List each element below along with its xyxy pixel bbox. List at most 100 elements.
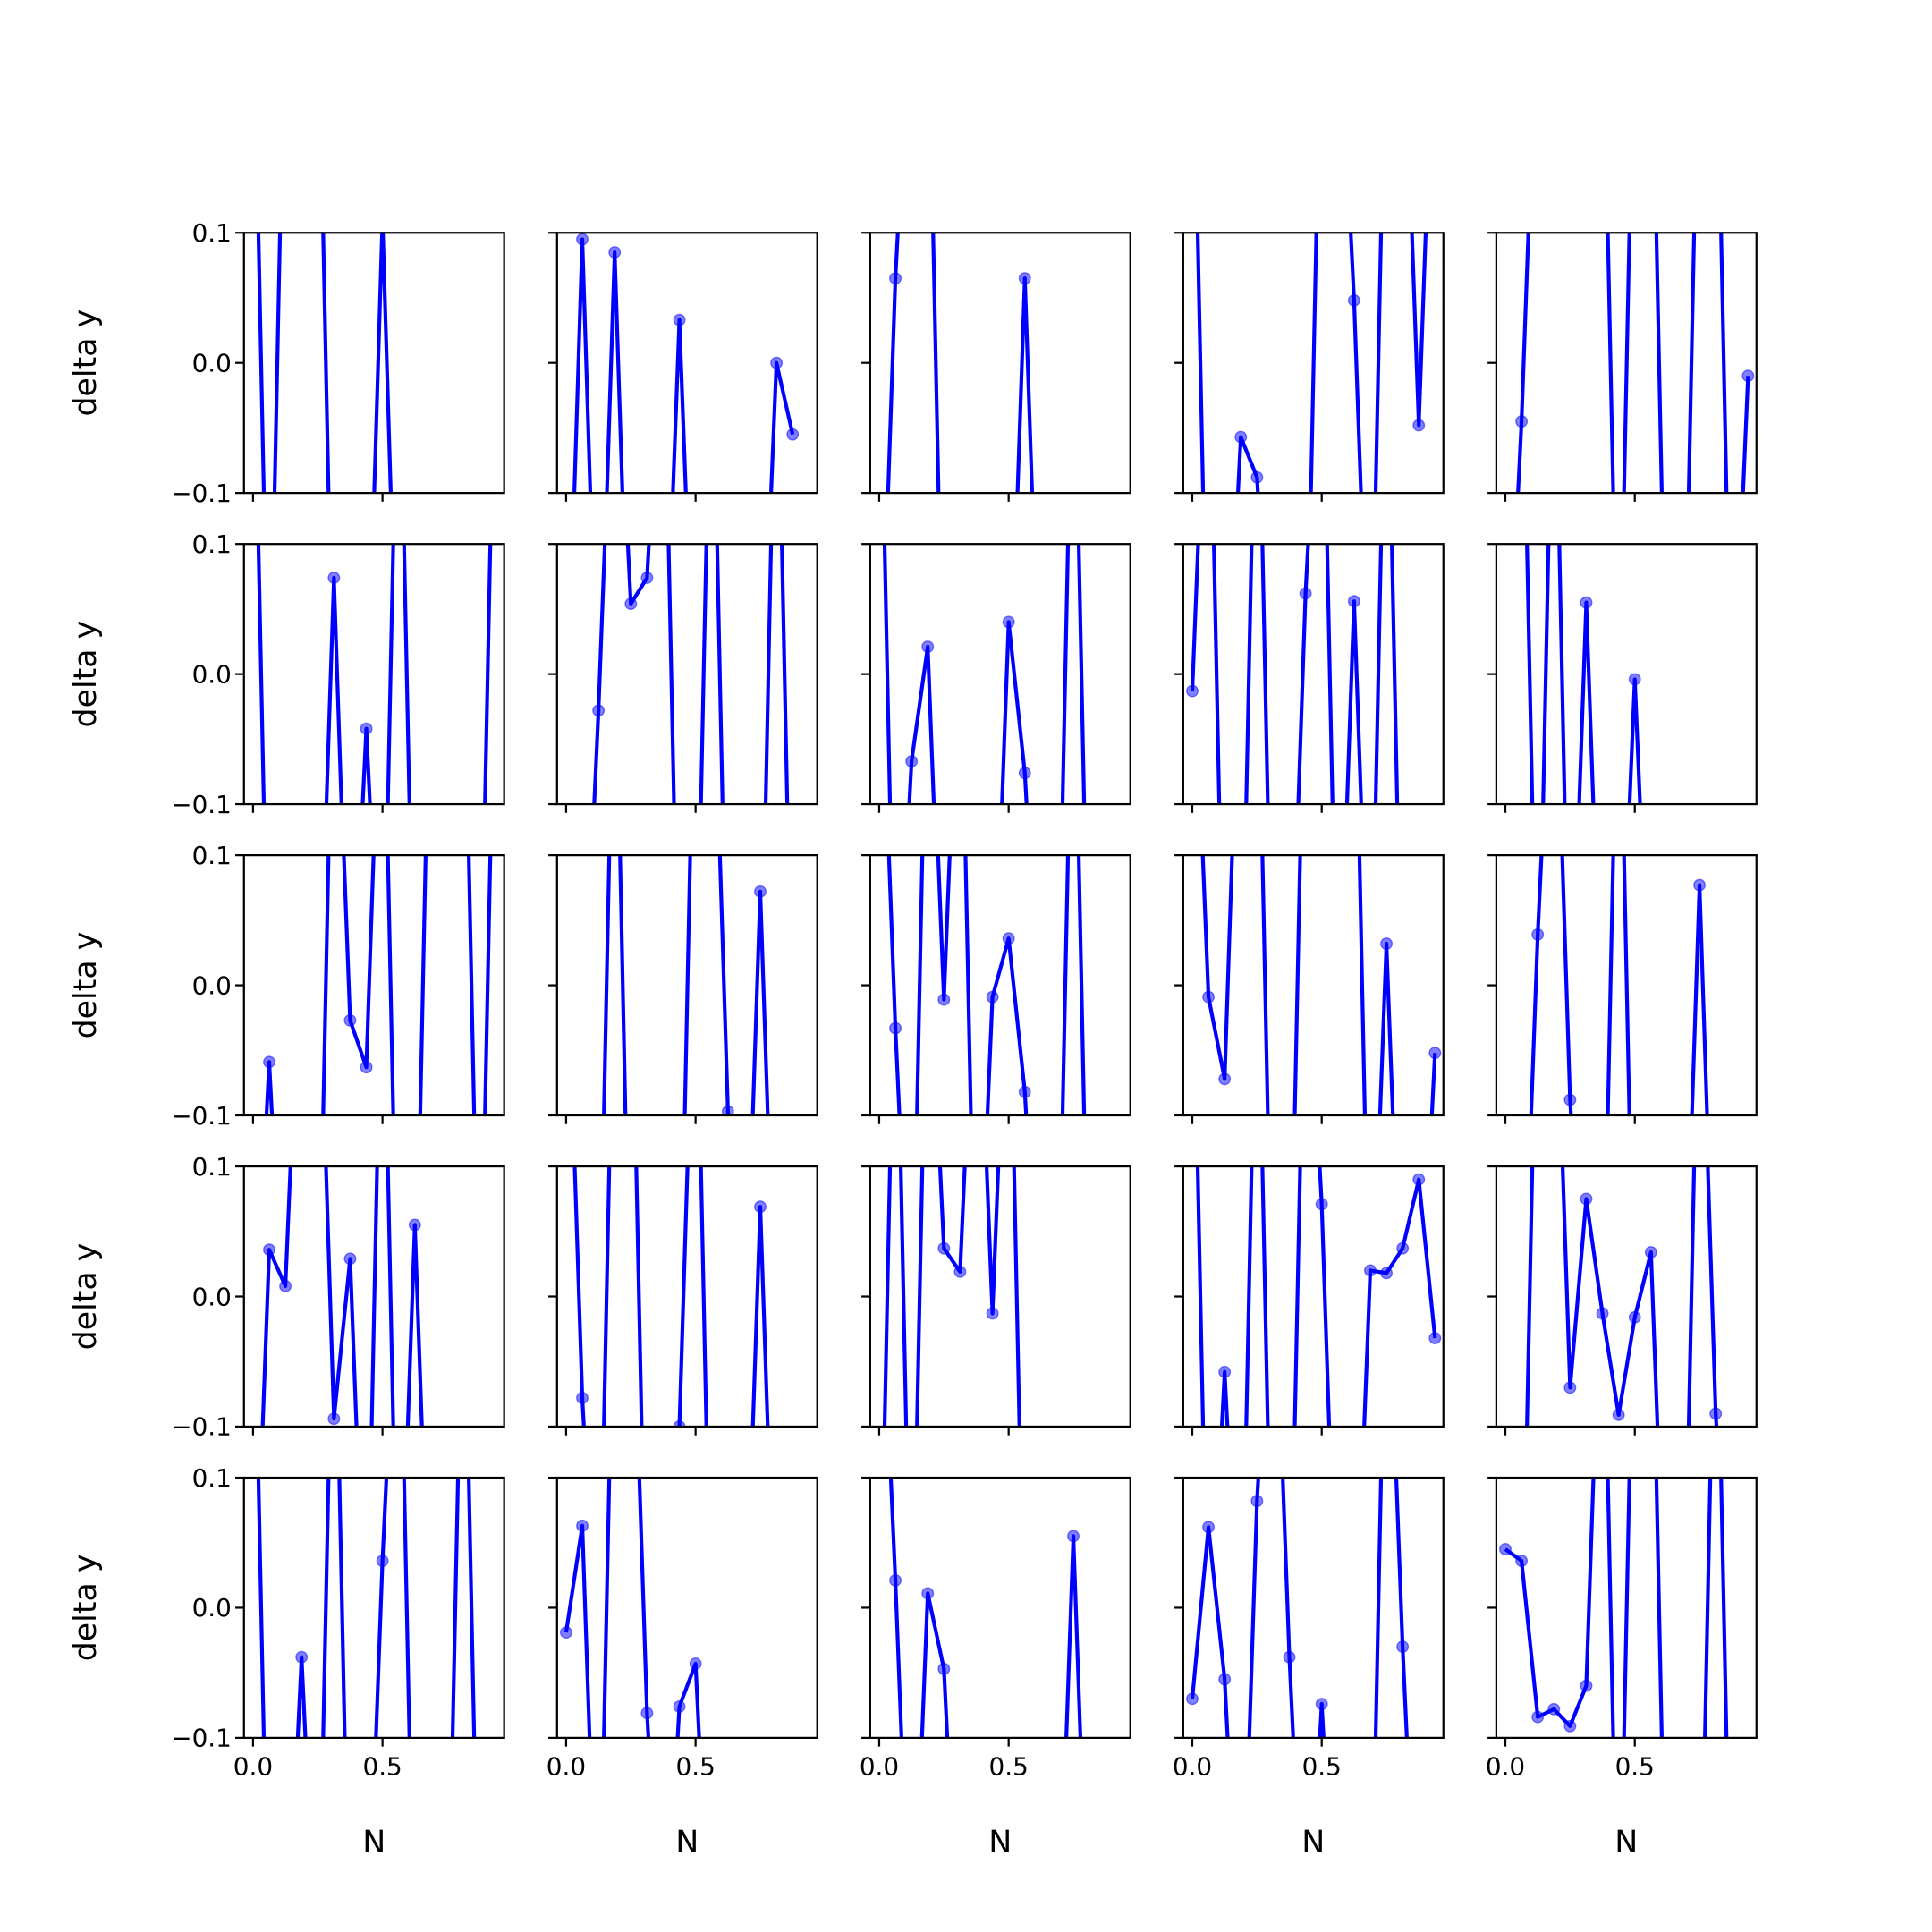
- data-point: [673, 313, 686, 326]
- subplot: [1174, 543, 1445, 813]
- data-point: [576, 1391, 589, 1404]
- data-point: [1515, 415, 1529, 428]
- data-point: [1628, 1310, 1641, 1324]
- plot-area: [559, 1478, 702, 1738]
- data-point: [1218, 1365, 1232, 1378]
- subplot: [548, 232, 818, 502]
- plot-area: [1186, 1478, 1410, 1738]
- data-point: [1018, 1085, 1031, 1098]
- x-tick-label: 0.0: [1486, 1752, 1525, 1782]
- data-point: [576, 233, 589, 246]
- data-point: [1396, 1640, 1410, 1654]
- data-point: [343, 1252, 357, 1266]
- y-axis-label: delta y: [68, 309, 104, 417]
- data-point: [1412, 419, 1426, 432]
- data-point: [1563, 1719, 1577, 1733]
- subplot: [1487, 232, 1758, 502]
- y-tick-label: 0.1: [192, 218, 232, 248]
- y-axis-label: delta y: [68, 1243, 104, 1351]
- data-point: [953, 1265, 967, 1278]
- plot-area: [1195, 1166, 1442, 1427]
- data-point: [770, 356, 784, 369]
- subplot: [1174, 1165, 1445, 1436]
- y-tick-label: 0.0: [192, 1593, 232, 1623]
- subplot: [1174, 854, 1445, 1124]
- data-point: [1428, 1046, 1442, 1060]
- data-line: [1190, 544, 1400, 805]
- y-tick-label: 0.1: [192, 1463, 232, 1493]
- plot-area: [888, 1478, 1083, 1738]
- subplot: [861, 232, 1131, 502]
- data-point: [1250, 1495, 1264, 1508]
- data-point: [1067, 1530, 1080, 1543]
- x-axis-label: N: [1614, 1825, 1638, 1860]
- plot-area: [592, 544, 790, 805]
- plot-area: [1515, 233, 1755, 494]
- plot-area: [256, 233, 393, 494]
- data-point: [327, 572, 341, 584]
- data-point: [1580, 596, 1593, 609]
- x-axis-label: N: [675, 1825, 699, 1860]
- data-line: [1525, 544, 1642, 805]
- data-point: [986, 1307, 999, 1320]
- subplot: [861, 854, 1131, 1124]
- x-axis-label: N: [988, 1825, 1012, 1860]
- x-tick-label: 0.5: [362, 1752, 402, 1782]
- data-point: [1563, 1093, 1577, 1106]
- data-line: [886, 855, 1087, 1116]
- data-point: [754, 1200, 767, 1214]
- y-axis-label: delta y: [68, 932, 104, 1039]
- x-tick-label: 0.0: [1173, 1752, 1212, 1782]
- data-point: [1283, 1650, 1296, 1664]
- data-point: [905, 755, 919, 768]
- data-point: [360, 722, 373, 735]
- x-tick-label: 0.0: [233, 1752, 273, 1782]
- plot-area: [886, 233, 1035, 494]
- y-tick-label: 0.0: [192, 348, 232, 377]
- data-point: [1612, 1408, 1625, 1421]
- y-tick-label: 0.1: [192, 530, 232, 559]
- data-point: [559, 1626, 572, 1640]
- subplot: 0.0 0.5 N: [860, 1476, 1131, 1860]
- data-point: [1250, 470, 1264, 484]
- plot-area: [256, 1478, 477, 1738]
- plot-area: [602, 855, 770, 1116]
- plot-area: [256, 544, 493, 805]
- data-line: [882, 544, 1087, 805]
- x-tick-label: 0.5: [989, 1752, 1029, 1782]
- data-point: [1218, 1673, 1232, 1686]
- data-point: [640, 572, 654, 584]
- data-point: [1531, 928, 1545, 941]
- y-tick-label: −0.1: [171, 1724, 232, 1753]
- data-point: [673, 1700, 686, 1713]
- subplot: −0.1 0.0 0.1 delta y: [68, 841, 505, 1131]
- data-point: [921, 640, 935, 654]
- x-tick-label: 0.5: [1302, 1752, 1342, 1782]
- data-point: [1018, 272, 1031, 285]
- y-tick-label: 0.1: [192, 841, 232, 870]
- data-point: [1693, 878, 1707, 892]
- subplot: [548, 1165, 818, 1436]
- data-point: [263, 1055, 275, 1069]
- data-point: [1202, 990, 1216, 1004]
- data-point: [1563, 1381, 1577, 1394]
- data-line: [256, 233, 393, 494]
- data-point: [754, 885, 767, 898]
- data-line: [1195, 233, 1428, 494]
- data-line: [564, 1478, 701, 1738]
- subplot: [861, 1165, 1131, 1436]
- data-point: [1531, 1710, 1545, 1724]
- data-point: [1628, 673, 1641, 686]
- data-point: [1428, 1332, 1442, 1345]
- data-line: [1516, 233, 1750, 494]
- data-point: [295, 1650, 309, 1664]
- data-point: [1202, 1521, 1216, 1534]
- data-point: [1018, 767, 1031, 780]
- data-line: [572, 1166, 770, 1427]
- subplot: 0.0 0.5 N: [1486, 1476, 1758, 1860]
- data-point: [624, 597, 638, 611]
- y-tick-label: −0.1: [171, 1412, 232, 1442]
- data-point: [576, 1519, 589, 1532]
- data-point: [408, 1218, 421, 1232]
- subplot: −0.1 0.0 0.1 delta y: [68, 530, 505, 819]
